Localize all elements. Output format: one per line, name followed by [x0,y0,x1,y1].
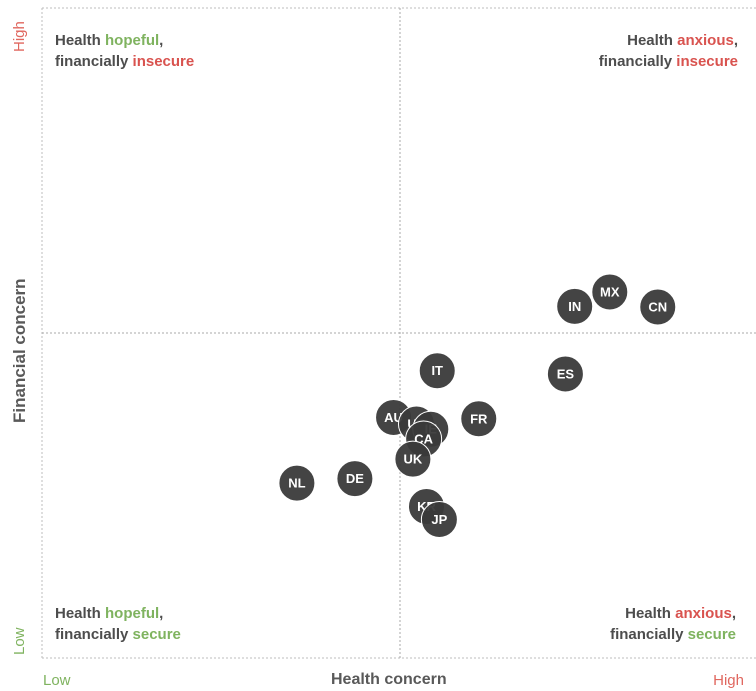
point-label-cn: CN [648,300,667,315]
chart-grid [41,7,756,659]
point-marker-mx [591,273,629,311]
point-nl: NL [278,464,316,502]
y-axis-title: Financial concern [10,278,29,423]
point-marker-uk [394,440,432,478]
point-label-de: DE [346,471,364,486]
point-label-it: IT [431,363,443,378]
x-axis-high-label: High [713,672,744,689]
point-es: ES [546,355,584,393]
point-it: IT [418,352,456,390]
point-label-mx: MX [600,285,620,300]
point-marker-cn [639,288,677,326]
point-de: DE [336,460,374,498]
quadrant-label-bottom-right: Health anxious, financially secure [610,605,736,643]
point-marker-nl [278,464,316,502]
quadrant-label-top-right: Health anxious, financially insecure [598,32,738,70]
point-marker-de [336,460,374,498]
point-label-in: IN [568,299,581,314]
x-axis-low-label: Low [43,672,71,689]
point-cn: CN [639,288,677,326]
y-axis-high-label: High [11,21,28,52]
point-label-es: ES [557,366,575,381]
point-marker-jp [420,501,458,539]
point-jp: JP [420,501,458,539]
y-axis-low-label: Low [11,627,28,655]
point-uk: UK [394,440,432,478]
quadrant-label-top-left: Health hopeful, financially insecure [55,32,195,70]
point-mx: MX [591,273,629,311]
x-axis-title: Health concern [331,671,447,688]
quadrant-label-bottom-left: Health hopeful, financially secure [55,605,181,643]
point-marker-it [418,352,456,390]
point-label-jp: JP [431,512,447,527]
point-label-uk: UK [403,452,422,467]
point-label-fr: FR [470,411,488,426]
point-fr: FR [460,400,498,438]
point-in: IN [556,287,594,325]
point-marker-es [546,355,584,393]
data-points: MXINCNESITFRAUUSIECAUKDENLKRJP [278,273,677,539]
point-marker-fr [460,400,498,438]
point-label-nl: NL [288,476,305,491]
point-marker-in [556,287,594,325]
